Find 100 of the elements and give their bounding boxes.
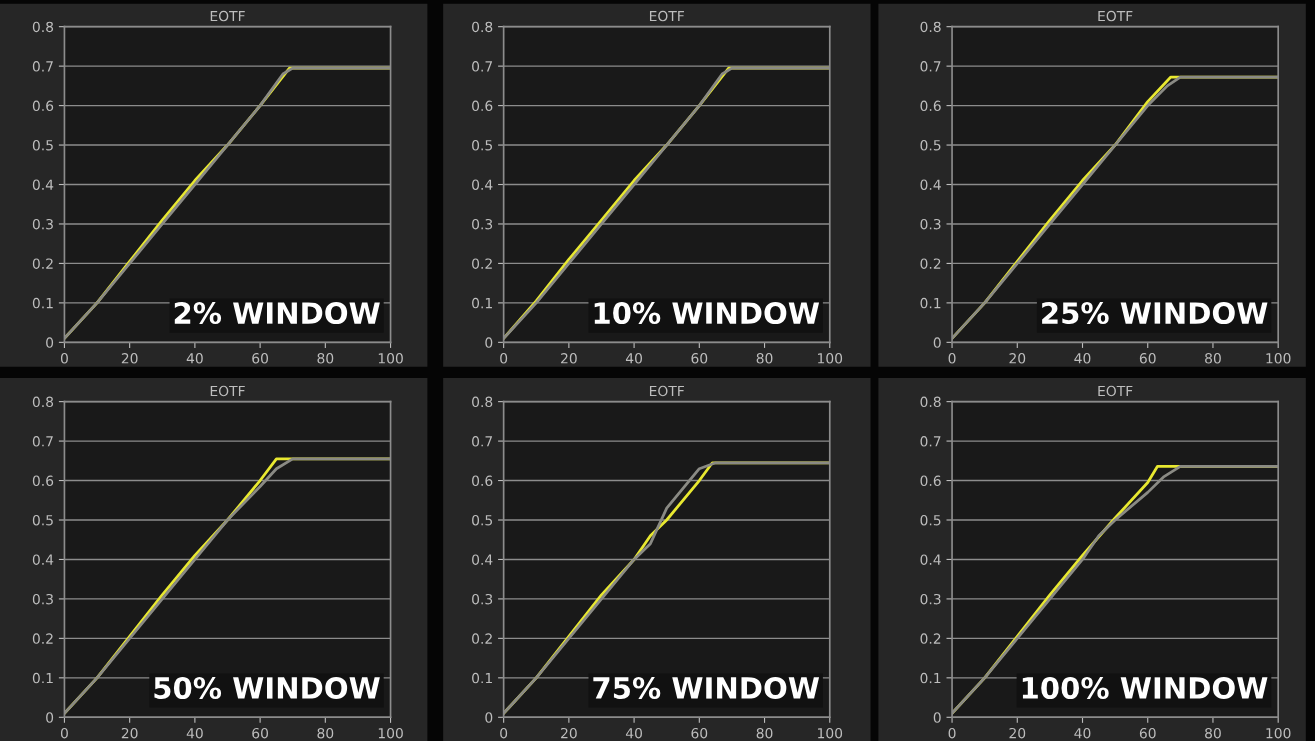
- x-tick-label: 80: [317, 727, 334, 739]
- x-tick-label: 60: [252, 727, 269, 739]
- y-tick-label: 0.6: [472, 475, 493, 487]
- x-tick-label: 80: [317, 353, 334, 364]
- y-tick-label: 0.1: [32, 672, 53, 684]
- y-tick-label: 0.3: [472, 593, 493, 605]
- y-tick-label: 0.8: [472, 396, 493, 408]
- x-tick-label: 20: [1009, 727, 1026, 739]
- y-tick-label: 0.5: [920, 140, 941, 151]
- y-tick-label: 0.1: [920, 672, 941, 684]
- y-tick-label: 0.1: [920, 297, 941, 309]
- x-tick-label: 20: [121, 353, 138, 364]
- y-tick-label: 0.7: [472, 61, 493, 72]
- x-tick-label: 0: [60, 353, 68, 364]
- x-tick-label: 40: [625, 353, 643, 364]
- y-tick-label: 0.1: [32, 297, 53, 309]
- chart-title: EOTF: [649, 385, 684, 397]
- annotation: 50% WINDOW: [154, 676, 380, 700]
- y-tick-label: 0.2: [920, 258, 941, 269]
- annotation: 25% WINDOW: [1042, 302, 1268, 325]
- y-tick-label: 0.3: [32, 218, 53, 230]
- y-tick-label: 0.5: [32, 140, 53, 151]
- annotation: 2% WINDOW: [174, 302, 380, 325]
- chart-title: EOTF: [1098, 385, 1133, 397]
- y-tick-label: 0.4: [32, 554, 54, 565]
- y-tick-label: 0.7: [32, 436, 53, 447]
- y-tick-label: 0.1: [472, 297, 492, 309]
- x-tick-label: 40: [625, 727, 643, 739]
- x-tick-label: 0: [60, 727, 68, 739]
- y-tick-label: 0.8: [32, 396, 54, 408]
- y-tick-label: 0.2: [920, 633, 941, 644]
- y-tick-label: 0.2: [32, 633, 53, 644]
- x-tick-label: 20: [1009, 353, 1026, 364]
- x-tick-label: 20: [561, 727, 577, 739]
- y-tick-label: 0.4: [920, 179, 941, 190]
- y-tick-label: 0.6: [920, 475, 941, 487]
- x-tick-label: 60: [1139, 727, 1156, 739]
- y-tick-label: 0.2: [32, 258, 53, 269]
- y-tick-label: 0: [46, 337, 54, 348]
- x-tick-label: 80: [1205, 353, 1221, 364]
- annotation: 100% WINDOW: [1022, 676, 1268, 700]
- y-tick-label: 0.5: [472, 514, 493, 526]
- y-tick-label: 0.7: [920, 61, 941, 72]
- x-tick-label: 100: [1266, 727, 1291, 739]
- x-tick-label: 60: [252, 353, 269, 364]
- x-tick-label: 80: [1205, 727, 1221, 739]
- annotation: 10% WINDOW: [594, 302, 820, 325]
- y-tick-label: 0.8: [32, 21, 54, 33]
- y-tick-label: 0.2: [472, 633, 492, 644]
- x-tick-label: 60: [691, 727, 708, 739]
- y-tick-label: 0.8: [920, 396, 941, 408]
- x-tick-label: 20: [121, 727, 138, 739]
- x-tick-label: 0: [500, 727, 508, 739]
- y-tick-label: 0.3: [32, 593, 53, 605]
- y-tick-label: 0.4: [32, 179, 54, 190]
- chart-title: EOTF: [1098, 10, 1133, 22]
- chart-title: EOTF: [649, 10, 684, 22]
- y-tick-label: 0.3: [472, 218, 493, 230]
- y-tick-label: 0.2: [472, 258, 492, 269]
- y-tick-label: 0.4: [920, 554, 941, 565]
- x-tick-label: 40: [1074, 353, 1091, 364]
- x-tick-label: 80: [756, 727, 773, 739]
- x-tick-label: 100: [1266, 353, 1291, 364]
- y-tick-label: 0.5: [920, 514, 941, 526]
- y-tick-label: 0.8: [920, 21, 941, 33]
- chart-title: EOTF: [210, 385, 245, 397]
- x-tick-label: 80: [756, 353, 773, 364]
- x-tick-label: 20: [561, 353, 577, 364]
- x-tick-label: 60: [691, 353, 708, 364]
- y-tick-label: 0.1: [472, 672, 492, 684]
- y-tick-label: 0: [933, 712, 941, 723]
- x-tick-label: 60: [1139, 353, 1156, 364]
- x-tick-label: 40: [186, 727, 203, 739]
- chart-title: EOTF: [210, 10, 245, 22]
- y-tick-label: 0.8: [472, 21, 493, 33]
- annotation: 75% WINDOW: [593, 676, 820, 700]
- y-tick-label: 0.6: [920, 100, 941, 112]
- y-tick-label: 0.6: [472, 100, 493, 112]
- x-tick-label: 100: [378, 353, 403, 364]
- y-tick-label: 0.7: [472, 436, 493, 447]
- y-tick-label: 0.4: [472, 179, 493, 190]
- y-tick-label: 0: [485, 712, 493, 723]
- y-tick-label: 0.3: [920, 218, 941, 230]
- y-tick-label: 0.5: [32, 514, 53, 526]
- y-tick-label: 0.4: [472, 554, 493, 565]
- x-tick-label: 100: [378, 727, 403, 739]
- y-tick-label: 0.7: [32, 61, 53, 72]
- x-tick-label: 100: [818, 353, 843, 364]
- y-tick-label: 0.6: [32, 100, 54, 112]
- y-tick-label: 0: [933, 337, 941, 348]
- y-tick-label: 0.6: [32, 475, 54, 487]
- y-tick-label: 0.3: [920, 593, 941, 605]
- x-tick-label: 40: [186, 353, 203, 364]
- y-tick-label: 0.7: [920, 436, 941, 447]
- x-tick-label: 0: [948, 727, 956, 739]
- x-tick-label: 0: [500, 353, 508, 364]
- y-tick-label: 0: [485, 337, 493, 348]
- y-tick-label: 0: [46, 712, 54, 723]
- x-tick-label: 40: [1074, 727, 1091, 739]
- x-tick-label: 100: [818, 727, 843, 739]
